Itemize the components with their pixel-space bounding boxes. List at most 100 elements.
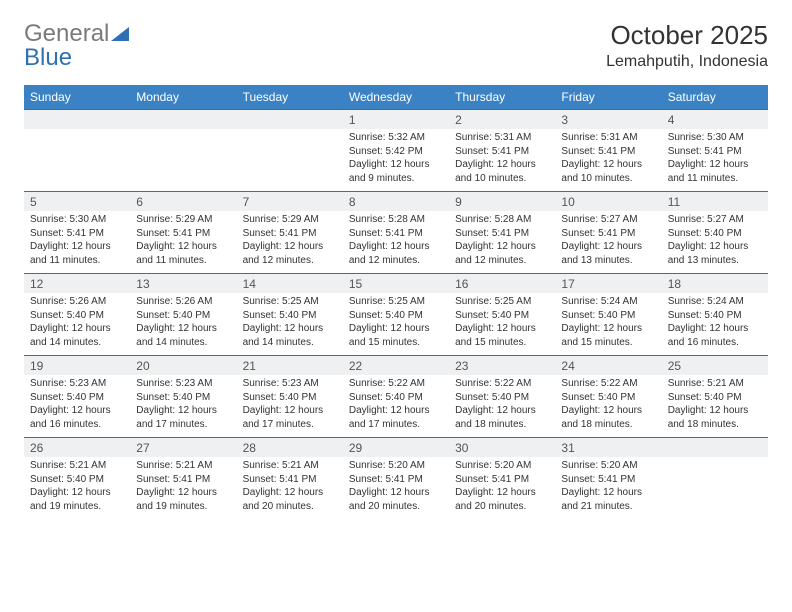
daylight-line: Daylight: 12 hours and 18 minutes. [668, 404, 762, 431]
day-detail-cell: Sunrise: 5:20 AMSunset: 5:41 PMDaylight:… [449, 457, 555, 519]
sunrise-line: Sunrise: 5:20 AM [561, 459, 655, 473]
daylight-line: Daylight: 12 hours and 11 minutes. [30, 240, 124, 267]
daylight-line: Daylight: 12 hours and 16 minutes. [30, 404, 124, 431]
header: General October 2025 Lemahputih, Indones… [24, 20, 768, 71]
sunrise-line: Sunrise: 5:20 AM [349, 459, 443, 473]
sunset-line: Sunset: 5:40 PM [668, 391, 762, 405]
sunset-line: Sunset: 5:41 PM [561, 145, 655, 159]
sunrise-line: Sunrise: 5:25 AM [243, 295, 337, 309]
sunrise-line: Sunrise: 5:27 AM [561, 213, 655, 227]
sunrise-line: Sunrise: 5:20 AM [455, 459, 549, 473]
day-number-cell: 7 [237, 192, 343, 212]
day-number-cell: 12 [24, 274, 130, 294]
day-detail-cell [237, 129, 343, 192]
day-number-cell: 6 [130, 192, 236, 212]
day-number-cell: 15 [343, 274, 449, 294]
sunrise-line: Sunrise: 5:22 AM [455, 377, 549, 391]
sunrise-line: Sunrise: 5:22 AM [349, 377, 443, 391]
daylight-line: Daylight: 12 hours and 11 minutes. [668, 158, 762, 185]
day-detail-cell: Sunrise: 5:23 AMSunset: 5:40 PMDaylight:… [130, 375, 236, 438]
sunset-line: Sunset: 5:41 PM [30, 227, 124, 241]
sunset-line: Sunset: 5:40 PM [668, 227, 762, 241]
daylight-line: Daylight: 12 hours and 13 minutes. [561, 240, 655, 267]
daylight-line: Daylight: 12 hours and 16 minutes. [668, 322, 762, 349]
weekday-header: Sunday [24, 85, 130, 110]
daynum-row: 567891011 [24, 192, 768, 212]
sunset-line: Sunset: 5:40 PM [30, 309, 124, 323]
calendar-table: SundayMondayTuesdayWednesdayThursdayFrid… [24, 85, 768, 519]
daylight-line: Daylight: 12 hours and 20 minutes. [455, 486, 549, 513]
sunrise-line: Sunrise: 5:21 AM [243, 459, 337, 473]
sunrise-line: Sunrise: 5:30 AM [30, 213, 124, 227]
day-detail-cell: Sunrise: 5:30 AMSunset: 5:41 PMDaylight:… [662, 129, 768, 192]
sunrise-line: Sunrise: 5:21 AM [136, 459, 230, 473]
day-number-cell: 10 [555, 192, 661, 212]
day-number-cell [130, 110, 236, 130]
day-number-cell: 2 [449, 110, 555, 130]
daylight-line: Daylight: 12 hours and 17 minutes. [243, 404, 337, 431]
weekday-header: Thursday [449, 85, 555, 110]
sunrise-line: Sunrise: 5:23 AM [30, 377, 124, 391]
day-detail-cell: Sunrise: 5:25 AMSunset: 5:40 PMDaylight:… [449, 293, 555, 356]
day-detail-cell: Sunrise: 5:22 AMSunset: 5:40 PMDaylight:… [449, 375, 555, 438]
weekday-header: Friday [555, 85, 661, 110]
daylight-line: Daylight: 12 hours and 21 minutes. [561, 486, 655, 513]
sunset-line: Sunset: 5:40 PM [349, 309, 443, 323]
sunrise-line: Sunrise: 5:29 AM [243, 213, 337, 227]
day-detail-cell: Sunrise: 5:24 AMSunset: 5:40 PMDaylight:… [555, 293, 661, 356]
day-number-cell: 25 [662, 356, 768, 376]
detail-row: Sunrise: 5:23 AMSunset: 5:40 PMDaylight:… [24, 375, 768, 438]
daylight-line: Daylight: 12 hours and 9 minutes. [349, 158, 443, 185]
day-number-cell: 29 [343, 438, 449, 458]
day-number-cell: 14 [237, 274, 343, 294]
day-detail-cell: Sunrise: 5:22 AMSunset: 5:40 PMDaylight:… [343, 375, 449, 438]
day-number-cell: 5 [24, 192, 130, 212]
sunset-line: Sunset: 5:41 PM [668, 145, 762, 159]
day-number-cell: 18 [662, 274, 768, 294]
detail-row: Sunrise: 5:26 AMSunset: 5:40 PMDaylight:… [24, 293, 768, 356]
day-number-cell: 28 [237, 438, 343, 458]
day-detail-cell: Sunrise: 5:27 AMSunset: 5:40 PMDaylight:… [662, 211, 768, 274]
sunset-line: Sunset: 5:40 PM [349, 391, 443, 405]
day-detail-cell: Sunrise: 5:25 AMSunset: 5:40 PMDaylight:… [343, 293, 449, 356]
sunset-line: Sunset: 5:40 PM [243, 391, 337, 405]
daylight-line: Daylight: 12 hours and 14 minutes. [136, 322, 230, 349]
day-number-cell: 8 [343, 192, 449, 212]
sunset-line: Sunset: 5:41 PM [455, 473, 549, 487]
day-number-cell: 16 [449, 274, 555, 294]
day-number-cell: 1 [343, 110, 449, 130]
day-detail-cell: Sunrise: 5:28 AMSunset: 5:41 PMDaylight:… [343, 211, 449, 274]
sunset-line: Sunset: 5:40 PM [136, 309, 230, 323]
day-number-cell: 20 [130, 356, 236, 376]
detail-row: Sunrise: 5:30 AMSunset: 5:41 PMDaylight:… [24, 211, 768, 274]
day-number-cell: 24 [555, 356, 661, 376]
sunset-line: Sunset: 5:40 PM [455, 309, 549, 323]
sunset-line: Sunset: 5:41 PM [243, 473, 337, 487]
daynum-row: 12131415161718 [24, 274, 768, 294]
day-number-cell: 9 [449, 192, 555, 212]
sunrise-line: Sunrise: 5:31 AM [455, 131, 549, 145]
day-detail-cell: Sunrise: 5:30 AMSunset: 5:41 PMDaylight:… [24, 211, 130, 274]
title-block: October 2025 Lemahputih, Indonesia [606, 20, 768, 71]
sunrise-line: Sunrise: 5:21 AM [668, 377, 762, 391]
sunrise-line: Sunrise: 5:26 AM [30, 295, 124, 309]
day-detail-cell [130, 129, 236, 192]
daylight-line: Daylight: 12 hours and 12 minutes. [349, 240, 443, 267]
day-number-cell: 27 [130, 438, 236, 458]
sunset-line: Sunset: 5:40 PM [561, 391, 655, 405]
daylight-line: Daylight: 12 hours and 15 minutes. [561, 322, 655, 349]
daylight-line: Daylight: 12 hours and 14 minutes. [243, 322, 337, 349]
sunrise-line: Sunrise: 5:24 AM [668, 295, 762, 309]
day-detail-cell: Sunrise: 5:29 AMSunset: 5:41 PMDaylight:… [130, 211, 236, 274]
daylight-line: Daylight: 12 hours and 17 minutes. [349, 404, 443, 431]
daylight-line: Daylight: 12 hours and 10 minutes. [561, 158, 655, 185]
daylight-line: Daylight: 12 hours and 14 minutes. [30, 322, 124, 349]
day-number-cell: 30 [449, 438, 555, 458]
daylight-line: Daylight: 12 hours and 18 minutes. [455, 404, 549, 431]
daylight-line: Daylight: 12 hours and 20 minutes. [243, 486, 337, 513]
day-detail-cell: Sunrise: 5:23 AMSunset: 5:40 PMDaylight:… [237, 375, 343, 438]
location-label: Lemahputih, Indonesia [606, 53, 768, 71]
sunset-line: Sunset: 5:41 PM [349, 227, 443, 241]
daylight-line: Daylight: 12 hours and 19 minutes. [136, 486, 230, 513]
day-detail-cell: Sunrise: 5:23 AMSunset: 5:40 PMDaylight:… [24, 375, 130, 438]
